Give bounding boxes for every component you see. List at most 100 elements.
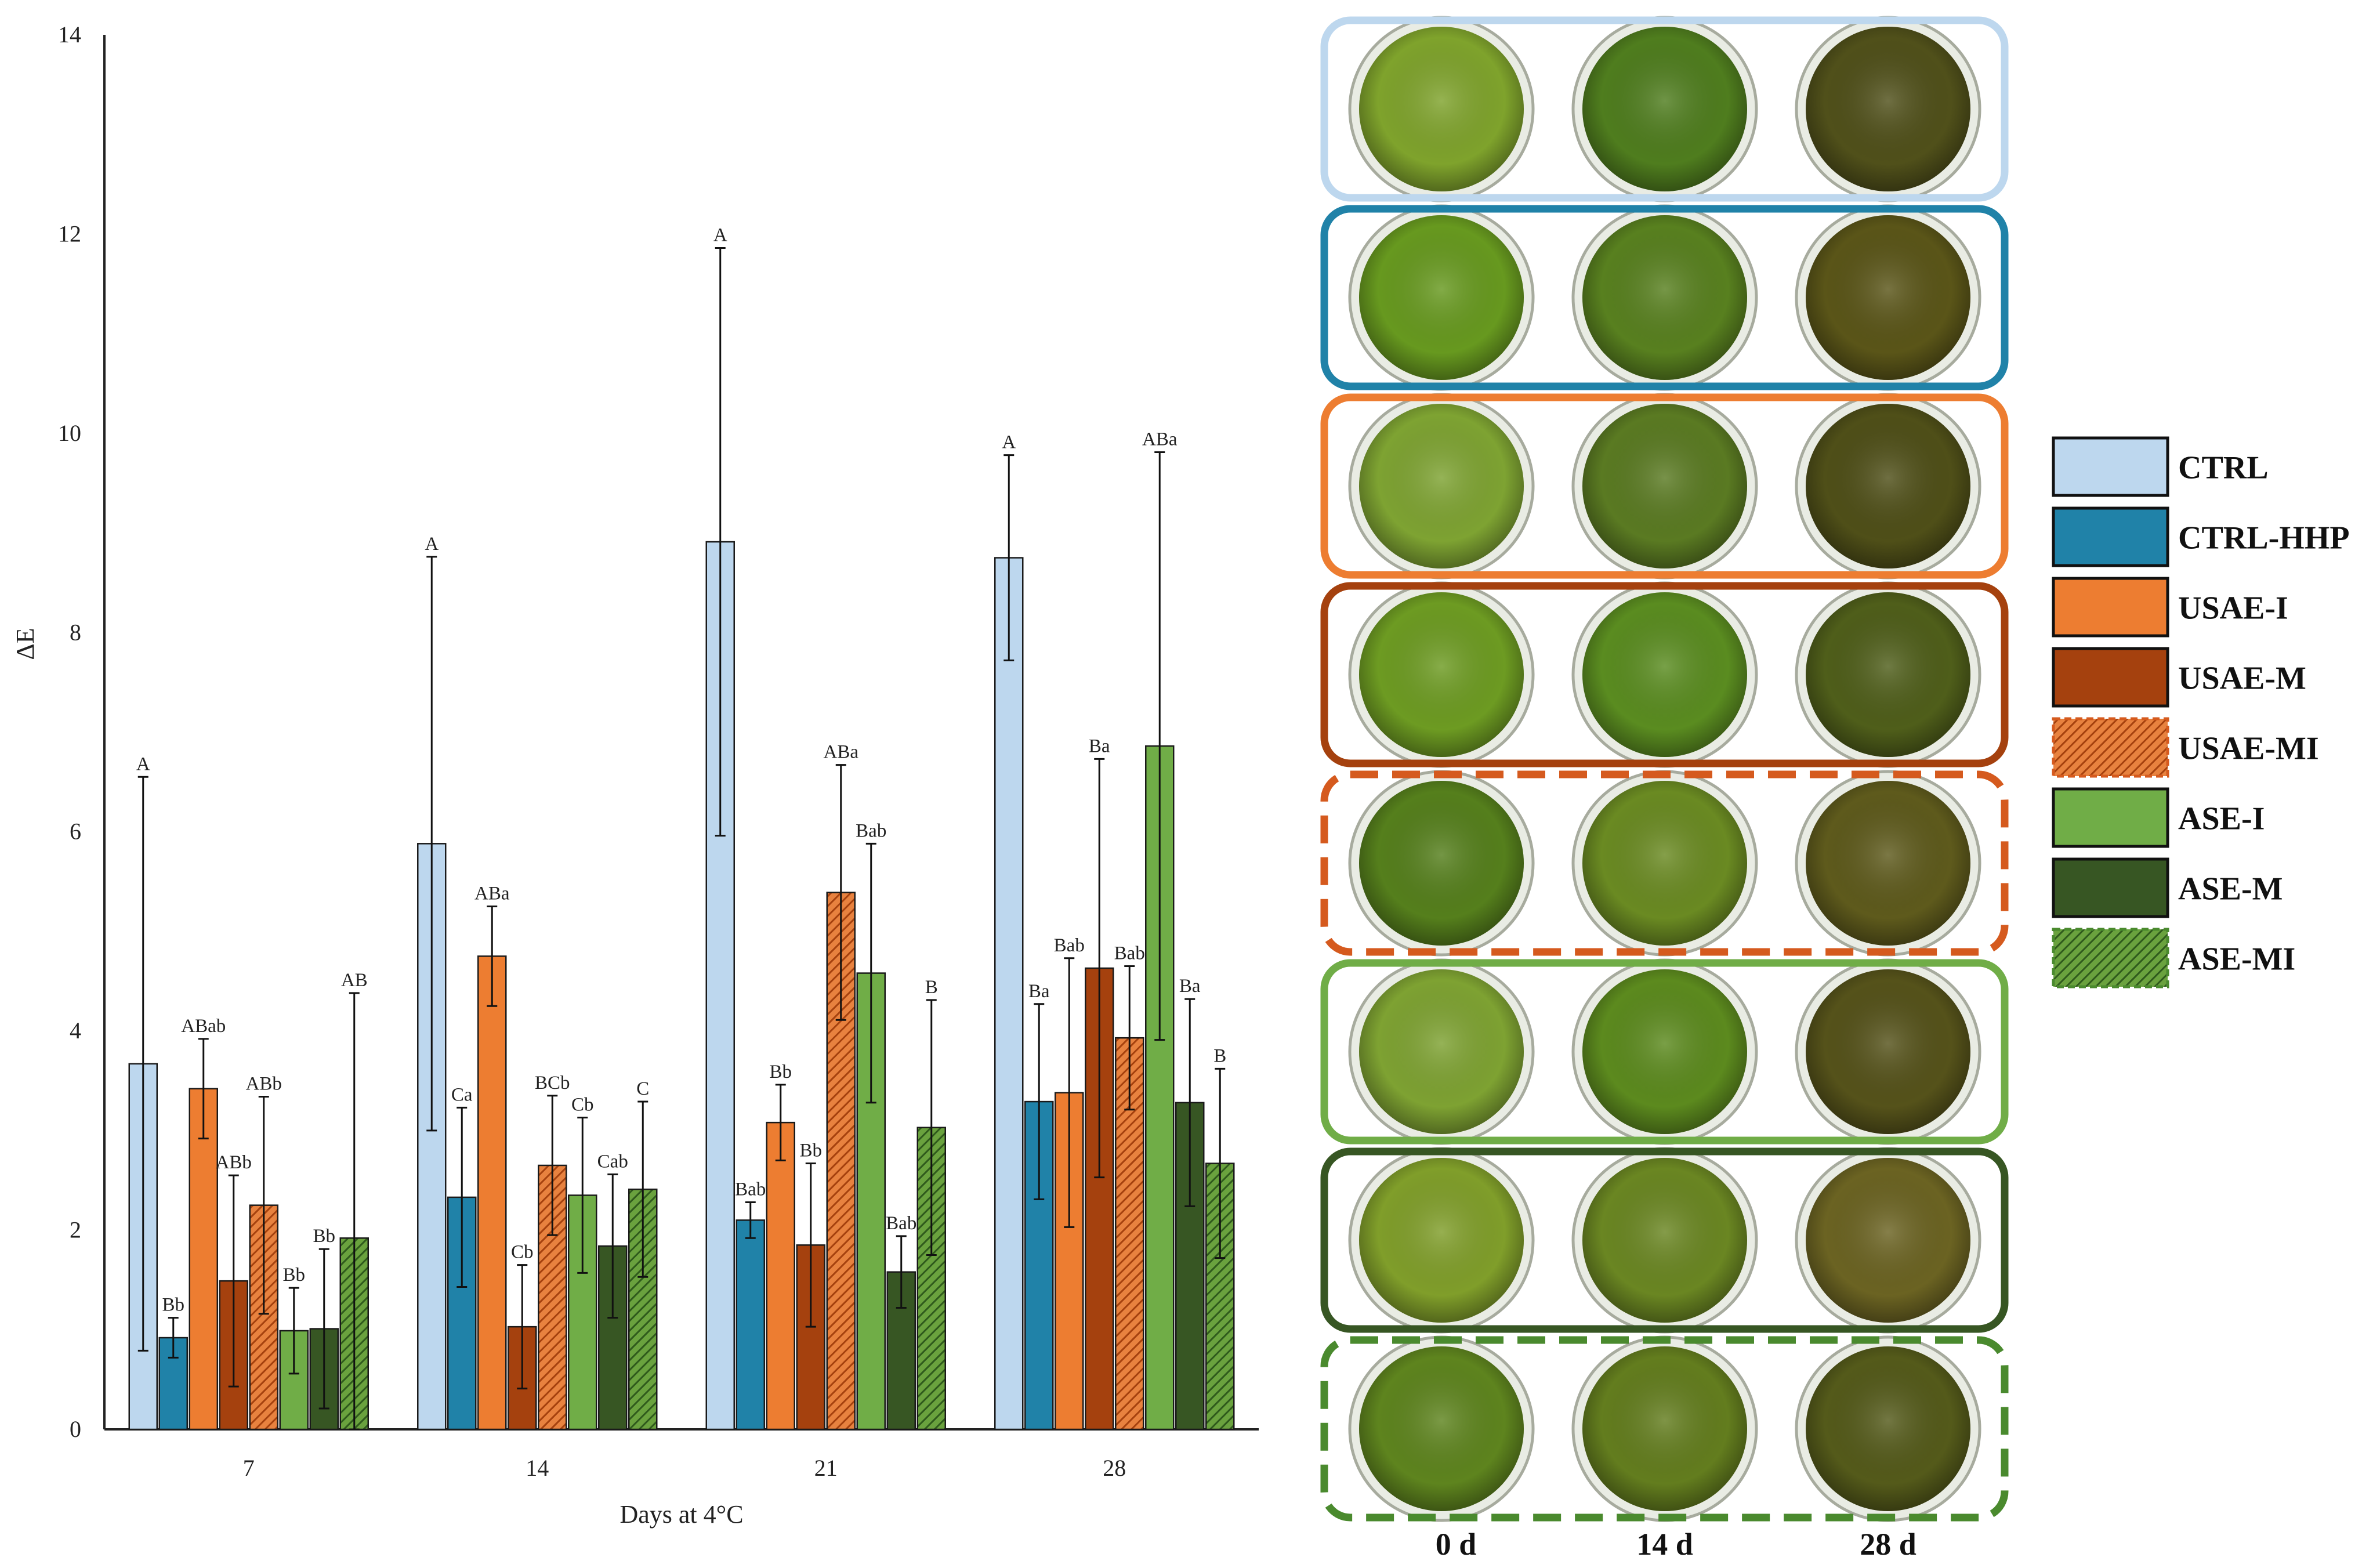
error-bar-ctrl-day-28: [1003, 454, 1015, 661]
data-label-ase-mi-day-28: B: [1213, 1045, 1226, 1066]
error-bar-ase-m-day-14: [607, 1173, 618, 1319]
legend-item-usae-i: USAE-I: [2052, 577, 2288, 638]
error-bar-usae-m-day-28: [1094, 758, 1105, 1179]
photo-row-ase-m: [1320, 1147, 2009, 1334]
error-bar-ase-mi-day-28: [1215, 1067, 1226, 1259]
legend: CTRL CTRL-HHP USAE-I USAE-M USAE-MI ASE-I ASE-…: [2052, 436, 2350, 988]
x-tick-label: 28: [1103, 1455, 1126, 1481]
error-bar-ctrl-day-21: [715, 247, 726, 837]
photo-column-label: 14 d: [1636, 1527, 1693, 1562]
data-label-usae-m-day-14: Cb: [511, 1242, 534, 1263]
photo-row-usae-m: [1320, 581, 2009, 768]
legend-swatch: [2052, 717, 2169, 778]
petri-dish-ase-m-28-d: [1795, 1147, 1981, 1334]
data-label-usae-i-day-7: ABab: [181, 1016, 226, 1037]
error-bars: [137, 247, 1226, 1431]
error-bar-usae-mi-day-14: [547, 1095, 558, 1236]
legend-swatch: [2052, 647, 2169, 708]
error-bar-ase-i-day-21: [865, 842, 876, 1104]
error-bar-ase-m-day-7: [318, 1248, 329, 1410]
petri-dish-ctrl-28-d: [1795, 16, 1981, 202]
legend-swatch: [2052, 506, 2169, 567]
petri-dish-ase-i-28-d: [1795, 958, 1981, 1145]
row-frame-ase-m: [1320, 1147, 2009, 1333]
data-label-usae-mi-day-14: BCb: [535, 1073, 570, 1093]
error-bar-ctrl-hhp-day-28: [1034, 1003, 1045, 1200]
data-label-usae-i-day-21: Bb: [769, 1062, 792, 1082]
petri-dish-ase-i-0-d: [1348, 958, 1535, 1145]
legend-swatch: [2052, 857, 2169, 918]
petri-dish-usae-mi-28-d: [1795, 770, 1981, 957]
y-tick-label: 2: [70, 1217, 81, 1243]
error-bar-usae-m-day-21: [805, 1163, 816, 1328]
photo-row-ctrl: [1320, 16, 2009, 202]
data-label-usae-i-day-28: Bab: [1054, 935, 1085, 956]
data-label-ase-m-day-14: Cab: [597, 1151, 628, 1172]
legend-swatch: [2052, 928, 2169, 988]
data-label-ctrl-day-7: A: [136, 754, 150, 774]
data-label-ase-i-day-28: ABa: [1142, 429, 1178, 450]
error-bar-ase-i-day-14: [577, 1117, 588, 1274]
data-label-ctrl-day-21: A: [713, 224, 727, 245]
row-frame-ase-mi: [1320, 1336, 2009, 1522]
data-label-ctrl-hhp-day-14: Ca: [451, 1084, 473, 1105]
data-label-ctrl-day-28: A: [1002, 432, 1016, 453]
error-bar-usae-i-day-21: [775, 1084, 786, 1161]
data-label-usae-m-day-7: ABb: [216, 1152, 252, 1173]
data-label-usae-m-day-28: Ba: [1089, 736, 1110, 756]
error-bar-ctrl-hhp-day-14: [457, 1106, 468, 1288]
y-axis-title: ΔE: [11, 628, 39, 660]
y-tick-label: 0: [70, 1416, 81, 1442]
x-axis-title: Days at 4°C: [619, 1500, 743, 1529]
y-tick-label: 6: [70, 819, 81, 845]
error-bar-usae-i-day-7: [198, 1038, 209, 1140]
row-frame-ctrl-hhp: [1320, 205, 2009, 390]
legend-label: ASE-MI: [2178, 941, 2295, 977]
y-tick-label: 14: [58, 21, 81, 48]
error-bar-ctrl-hhp-day-21: [745, 1201, 756, 1239]
error-bar-ase-mi-day-7: [349, 992, 360, 1431]
legend-item-usae-mi: USAE-MI: [2052, 717, 2319, 778]
petri-dish-usae-i-0-d: [1348, 393, 1535, 580]
data-label-usae-mi-day-28: Bab: [1114, 943, 1145, 964]
error-bar-ase-m-day-21: [896, 1235, 907, 1309]
legend-item-ctrl: CTRL: [2052, 436, 2269, 497]
petri-dish-ase-i-14-d: [1571, 958, 1758, 1145]
error-bar-ctrl-hhp-day-7: [168, 1317, 179, 1359]
data-label-ase-m-day-7: Bb: [313, 1226, 335, 1247]
error-bar-ase-i-day-7: [288, 1287, 299, 1375]
legend-swatch: [2052, 577, 2169, 638]
petri-dish-usae-i-14-d: [1571, 393, 1758, 580]
legend-item-ase-m: ASE-M: [2052, 857, 2283, 918]
data-label-ctrl-hhp-day-7: Bb: [162, 1295, 184, 1316]
y-tick-label: 4: [70, 1017, 81, 1044]
error-bar-ase-m-day-28: [1184, 998, 1195, 1207]
photo-row-usae-mi: [1320, 770, 2009, 957]
error-bar-ase-mi-day-14: [637, 1100, 649, 1278]
data-label-ase-mi-day-14: C: [636, 1078, 649, 1099]
petri-dish-ase-mi-28-d: [1795, 1335, 1981, 1522]
bar-ctrl-hhp-day-21: [736, 1219, 765, 1431]
photo-column-label: 0 d: [1436, 1527, 1477, 1562]
legend-label: USAE-M: [2178, 661, 2306, 697]
photo-row-usae-i: [1320, 393, 2009, 580]
petri-dish-ase-m-0-d: [1348, 1147, 1535, 1334]
photo-row-ase-i: [1320, 958, 2009, 1145]
data-label-ase-i-day-7: Bb: [282, 1265, 305, 1285]
bar-usae-i-day-7: [189, 1088, 218, 1431]
photo-row-ctrl-hhp: [1320, 204, 2009, 391]
petri-dish-ctrl-hhp-28-d: [1795, 204, 1981, 391]
error-bar-usae-i-day-14: [487, 906, 498, 1007]
error-bar-ase-mi-day-21: [926, 999, 937, 1256]
x-tick-label: 21: [814, 1455, 838, 1481]
bar-usae-i-day-21: [766, 1121, 795, 1431]
x-tick-label: 14: [526, 1455, 549, 1481]
error-bar-usae-m-day-7: [228, 1174, 239, 1388]
petri-dish-ase-mi-0-d: [1348, 1335, 1535, 1522]
x-tick-label: 7: [243, 1455, 255, 1481]
petri-dish-ctrl-hhp-0-d: [1348, 204, 1535, 391]
legend-swatch: [2052, 436, 2169, 497]
data-label-usae-m-day-21: Bb: [799, 1140, 822, 1161]
